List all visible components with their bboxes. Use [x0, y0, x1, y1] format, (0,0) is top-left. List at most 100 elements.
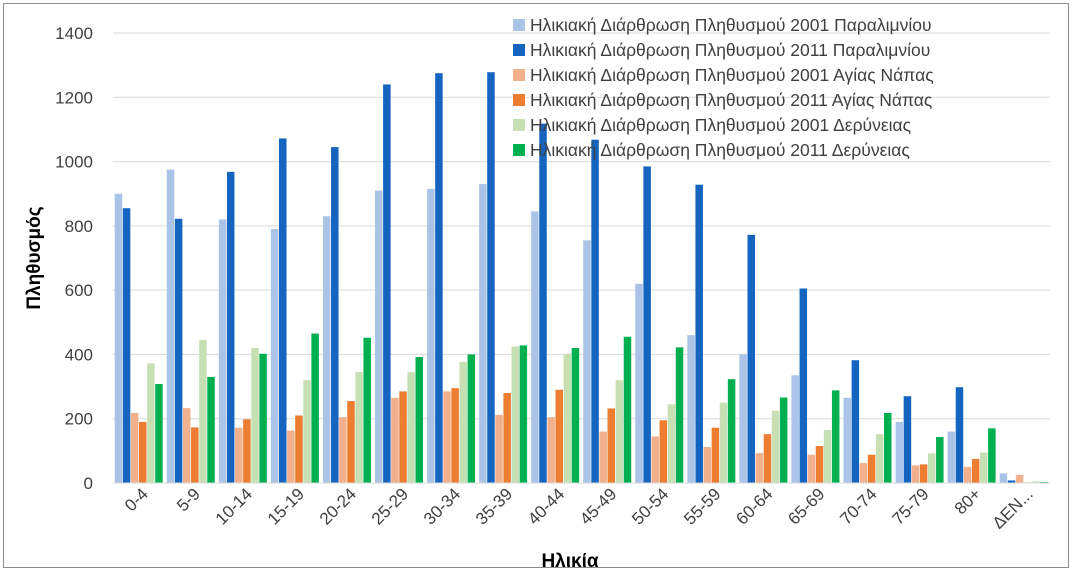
x-tick-label: 45-49	[576, 484, 620, 528]
bar	[415, 357, 424, 483]
bar	[687, 335, 695, 483]
bar	[479, 184, 487, 484]
bar	[583, 240, 591, 483]
bar	[375, 190, 383, 483]
bar	[859, 463, 868, 483]
x-tick-label: 30-34	[420, 484, 464, 528]
legend-swatch	[513, 69, 525, 81]
bar	[763, 434, 772, 483]
bar	[739, 354, 747, 483]
legend-swatch	[513, 119, 525, 131]
gridlines	[113, 32, 1050, 420]
bar	[895, 421, 904, 483]
bar	[591, 139, 599, 483]
bar	[139, 421, 147, 483]
legend-label: Ηλικιακή Διάρθρωση Πληθυσμού 2001 Παραλι…	[530, 15, 932, 35]
bar	[226, 171, 235, 483]
bar	[719, 402, 728, 483]
bar	[251, 348, 259, 483]
bar	[347, 401, 355, 483]
bar	[427, 188, 435, 483]
bar	[243, 419, 251, 483]
bar	[703, 447, 712, 483]
y-tick-label: 1000	[55, 153, 93, 172]
bar	[711, 427, 720, 483]
x-tick-label: ΔΕΝ...	[989, 484, 1037, 532]
y-tick-label: 1200	[55, 88, 93, 107]
legend-label: Ηλικιακή Διάρθρωση Πληθυσμού 2001 Αγίας …	[530, 65, 934, 85]
bar	[259, 353, 267, 483]
bar	[355, 372, 363, 483]
bar	[322, 216, 331, 483]
bar	[651, 436, 659, 483]
x-tick-label: 15-19	[264, 484, 308, 528]
bar	[643, 166, 651, 483]
bar	[936, 437, 944, 483]
bar	[947, 431, 956, 483]
bar	[182, 408, 191, 483]
x-tick-label: 80+	[951, 484, 985, 518]
bar	[675, 347, 684, 483]
bar	[571, 348, 580, 483]
bar	[511, 346, 520, 483]
x-tick-label: 75-79	[889, 484, 933, 528]
bar	[667, 404, 676, 483]
bar	[727, 379, 736, 483]
bar	[843, 397, 852, 483]
bar	[383, 84, 391, 483]
bar	[1015, 474, 1024, 483]
bar	[130, 412, 139, 483]
bar	[443, 391, 451, 483]
bar	[555, 389, 563, 483]
x-tick-label: 20-24	[316, 484, 360, 528]
bar	[867, 454, 876, 483]
x-tick-label: 55-59	[680, 484, 724, 528]
bar	[218, 219, 227, 483]
bar	[999, 473, 1008, 483]
legend-swatch	[513, 94, 525, 106]
bar	[487, 72, 495, 483]
bar	[270, 229, 279, 483]
bar	[927, 453, 936, 483]
bar	[503, 393, 511, 483]
bar	[884, 412, 892, 483]
bar	[971, 458, 980, 483]
bar	[791, 375, 799, 483]
x-tick-label: 50-54	[628, 484, 672, 528]
legend-label: Ηλικιακή Διάρθρωση Πληθυσμού 2011 Παραλι…	[530, 40, 930, 60]
bar	[155, 384, 163, 483]
x-axis-title: Ηλικία	[541, 551, 598, 572]
bar	[339, 417, 347, 483]
x-tick-label: 70-74	[836, 484, 880, 528]
bar	[459, 361, 467, 483]
bar	[563, 353, 572, 483]
bar	[531, 211, 539, 483]
bar	[635, 283, 643, 483]
bar	[615, 380, 624, 483]
bar	[191, 427, 199, 483]
bar	[174, 218, 183, 484]
bar	[363, 337, 371, 483]
y-tick-label: 400	[65, 345, 93, 364]
bar	[823, 429, 832, 483]
bar	[980, 452, 988, 483]
x-tick-label: 10-14	[212, 484, 256, 528]
y-tick-label: 800	[65, 217, 93, 236]
bar	[278, 138, 287, 483]
bar	[911, 465, 920, 483]
bar	[235, 427, 243, 483]
bar	[147, 363, 155, 483]
bar	[311, 333, 319, 483]
bar	[207, 376, 215, 483]
bar	[114, 193, 123, 483]
bar	[391, 397, 399, 483]
bar	[919, 464, 928, 483]
x-tick-label: 60-64	[732, 484, 776, 528]
bar	[831, 390, 840, 483]
bars	[114, 72, 1048, 484]
y-tick-label: 600	[65, 281, 93, 300]
bar	[955, 387, 964, 483]
legend: Ηλικιακή Διάρθρωση Πληθυσμού 2001 Παραλι…	[513, 15, 934, 160]
x-tick-label: 35-39	[472, 484, 516, 528]
